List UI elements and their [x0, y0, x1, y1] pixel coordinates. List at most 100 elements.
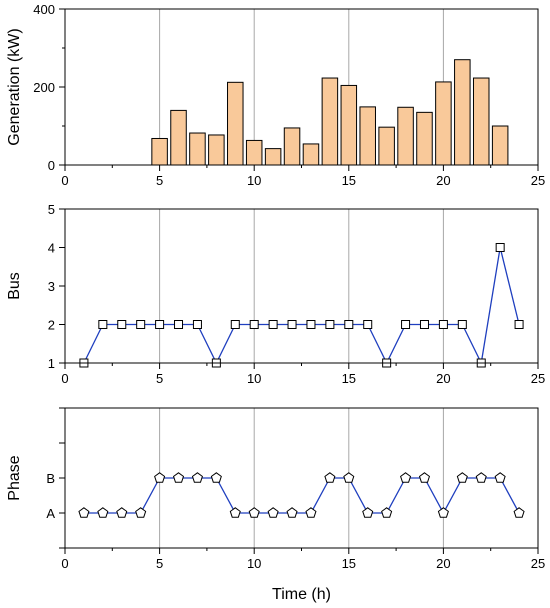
data-point: [344, 320, 354, 329]
x-tick-label: 5: [156, 173, 163, 188]
data-point: [456, 472, 468, 483]
x-tick-label: 0: [61, 173, 68, 188]
bar: [208, 134, 225, 166]
y-tick-label: 4: [48, 241, 55, 256]
data-point: [191, 472, 203, 483]
x-tick-label: 20: [436, 173, 450, 188]
x-tick-label: 10: [247, 173, 261, 188]
data-point: [494, 472, 506, 483]
data-point: [362, 507, 374, 518]
data-point: [305, 507, 317, 518]
x-tick-label: 25: [531, 556, 545, 571]
series-line: [83, 247, 520, 366]
phase-panel: 0 5 10 15 20 25 A B Phase Time (h): [6, 407, 545, 603]
data-point: [230, 320, 240, 329]
data-point: [306, 320, 316, 329]
data-point: [116, 507, 128, 518]
data-point: [174, 320, 184, 329]
bar: [189, 132, 206, 166]
data-point: [495, 243, 505, 252]
bar: [435, 81, 452, 166]
x-tick-label: 5: [156, 371, 163, 386]
data-point: [513, 507, 525, 518]
data-point: [78, 507, 90, 518]
series: [79, 243, 524, 368]
x-tick-label: 0: [61, 556, 68, 571]
data-point: [135, 507, 147, 518]
data-point: [438, 320, 448, 329]
bar: [264, 148, 282, 166]
bar: [245, 139, 263, 166]
data-point: [343, 472, 355, 483]
data-point: [437, 507, 449, 518]
data-point: [363, 320, 373, 329]
data-point: [324, 472, 336, 483]
data-point: [268, 320, 278, 329]
data-point: [457, 320, 467, 329]
data-point: [286, 507, 298, 518]
bar: [378, 126, 395, 166]
bus-panel: 0 5 10 15 20 25 1 2 3 4 5 Bus: [6, 202, 545, 386]
series-line: [83, 477, 520, 515]
bar: [283, 127, 301, 166]
data-point: [97, 507, 109, 518]
bar: [340, 84, 358, 166]
data-point: [418, 472, 431, 483]
data-point: [249, 320, 259, 329]
data-point: [98, 320, 108, 329]
x-tick-label: 15: [342, 371, 356, 386]
bar: [491, 125, 509, 166]
data-point: [210, 472, 222, 483]
bar: [321, 77, 339, 166]
data-point: [117, 320, 127, 329]
generation-panel: 0 5 10 15 20 25 0 200 400 Generation (kW): [6, 2, 545, 188]
bar: [151, 137, 168, 166]
y-tick-label: 400: [33, 2, 55, 17]
x-tick-label: 10: [247, 556, 261, 571]
bar: [359, 106, 376, 166]
x-tick-label: 10: [247, 371, 261, 386]
data-point: [325, 320, 335, 329]
ticks: 0 5 10 15 20 25 0 200 400: [33, 2, 545, 188]
data-point: [381, 507, 393, 518]
x-tick-label: 15: [342, 173, 356, 188]
data-point: [172, 472, 185, 483]
series: [78, 472, 525, 518]
y-tick-label: 200: [33, 80, 55, 95]
x-tick-label: 25: [531, 371, 545, 386]
data-point: [475, 472, 487, 483]
gridlines: [159, 209, 444, 363]
bar: [397, 106, 414, 166]
y-tick-label: 2: [48, 318, 55, 333]
data-point: [514, 320, 524, 329]
ticks: 0 5 10 15 20 25 A B: [46, 407, 545, 571]
x-tick-label: 0: [61, 371, 68, 386]
bar: [416, 111, 433, 166]
bar: [170, 109, 187, 166]
bar: [302, 143, 320, 166]
y-axis-title: Generation (kW): [6, 28, 23, 145]
x-axis-title: Time (h): [272, 586, 331, 603]
y-tick-label: 1: [48, 356, 55, 371]
y-axis-title: Phase: [6, 455, 23, 500]
y-tick-label: 0: [48, 158, 55, 173]
data-point: [287, 320, 297, 329]
bar: [454, 59, 471, 166]
plot-frame: [64, 208, 539, 364]
y-tick-label: 5: [48, 202, 55, 217]
x-tick-label: 20: [436, 556, 450, 571]
bars: [151, 59, 509, 166]
bar: [227, 81, 244, 166]
ticks: 0 5 10 15 20 25 1 2 3 4 5: [48, 202, 545, 386]
data-point: [229, 507, 241, 518]
y-tick-label: A: [46, 506, 55, 521]
data-point: [154, 472, 166, 483]
data-point: [401, 320, 411, 329]
y-axis-title: Bus: [6, 272, 23, 300]
data-point: [192, 320, 202, 329]
data-point: [248, 507, 260, 518]
x-tick-label: 25: [531, 173, 545, 188]
x-tick-label: 15: [342, 556, 356, 571]
data-point: [136, 320, 146, 329]
